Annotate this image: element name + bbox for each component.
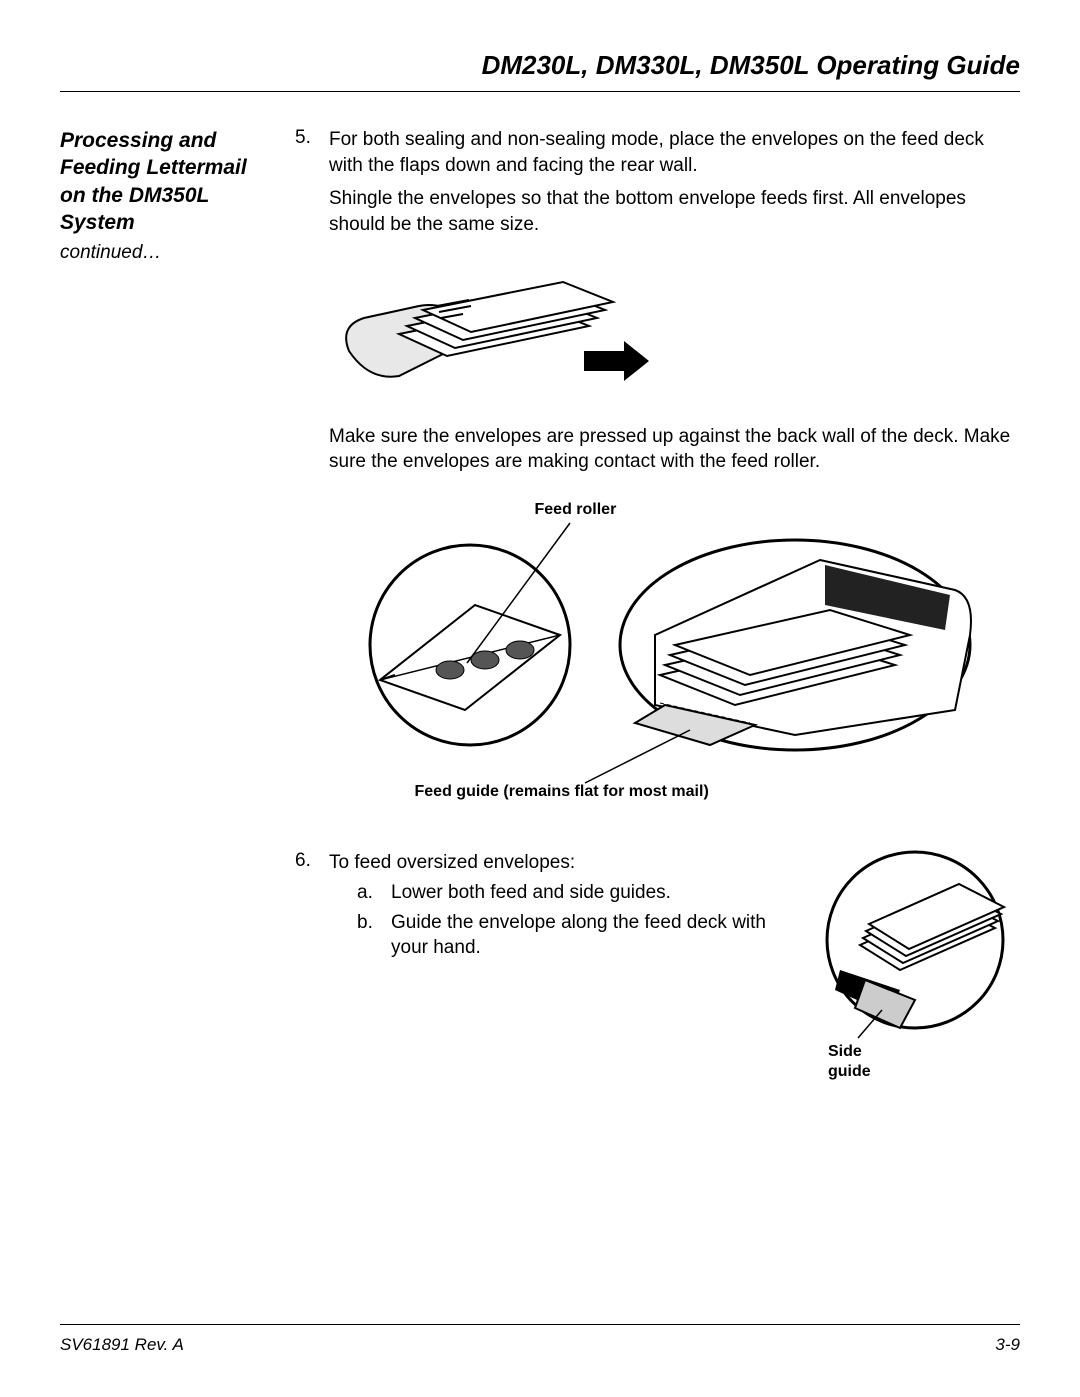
- step-5-para-2: Shingle the envelopes so that the bottom…: [329, 186, 1020, 237]
- side-guide-icon: [820, 850, 1010, 1040]
- step-6: 6. To feed oversized envelopes: a. Lower…: [295, 850, 800, 961]
- feed-guide-label: Feed guide (remains flat for most mail): [415, 781, 995, 803]
- step-5: 5. For both sealing and non-sealing mode…: [295, 127, 1020, 820]
- step-number: 5.: [295, 127, 317, 820]
- step-6-intro: To feed oversized envelopes:: [329, 852, 575, 873]
- feed-detail-icon: [355, 505, 995, 785]
- section-heading: Processing and Feeding Lettermail on the…: [60, 127, 275, 236]
- substep-letter: b.: [357, 910, 379, 961]
- feed-roller-label: Feed roller: [535, 499, 617, 521]
- step-number: 6.: [295, 850, 317, 961]
- substep-a: a. Lower both feed and side guides.: [357, 880, 800, 906]
- figure-side-guide: Side guide: [820, 850, 1020, 1080]
- step-5-para-3: Make sure the envelopes are pressed up a…: [329, 424, 1020, 475]
- substep-b-text: Guide the envelope along the feed deck w…: [391, 910, 800, 961]
- footer-doc-id: SV61891 Rev. A: [60, 1335, 184, 1355]
- footer-page-number: 3-9: [995, 1335, 1020, 1355]
- step-5-para-1: For both sealing and non-sealing mode, p…: [329, 127, 1020, 178]
- substep-a-text: Lower both feed and side guides.: [391, 880, 671, 906]
- figure-feed-roller-guide: Feed roller: [355, 505, 995, 803]
- footer-rule: [60, 1324, 1020, 1325]
- side-guide-label: Side guide: [828, 1042, 888, 1080]
- figure-shingled-envelopes: [329, 256, 1020, 406]
- page-header-title: DM230L, DM330L, DM350L Operating Guide: [60, 50, 1020, 81]
- substep-letter: a.: [357, 880, 379, 906]
- envelope-stack-icon: [329, 256, 649, 406]
- substep-b: b. Guide the envelope along the feed dec…: [357, 910, 800, 961]
- header-rule: [60, 91, 1020, 92]
- continued-label: continued…: [60, 242, 275, 264]
